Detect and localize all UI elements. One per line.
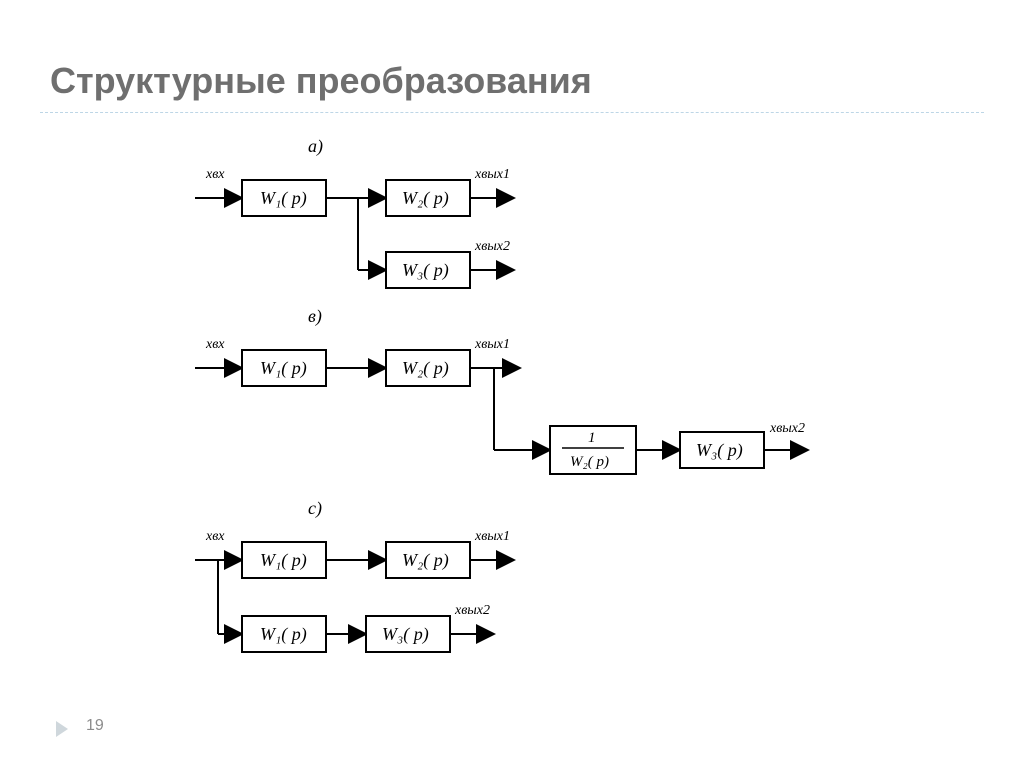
b-xout2: xвых2 [769, 421, 805, 436]
c-xin: xвх [205, 529, 225, 544]
slide-nav-chevron-icon[interactable] [56, 721, 68, 737]
c-xout2: xвых2 [454, 603, 490, 618]
diagram-a: a) xвх W₁( p) W₂( p) xвых1 W₃( p) xвых2 [195, 136, 512, 288]
part-a-label: a) [308, 136, 323, 157]
page-number: 19 [86, 717, 104, 735]
c-w2: W₂( p) [402, 550, 449, 571]
a-xout2: xвых2 [474, 239, 510, 254]
a-w2: W₂( p) [402, 188, 449, 209]
a-w1: W₁( p) [260, 188, 307, 209]
a-xin: xвх [205, 167, 225, 182]
c-w1a: W₁( p) [260, 550, 307, 571]
b-xout1: xвых1 [474, 337, 510, 352]
diagram-b: в) xвх W₁( p) W₂( p) xвых1 1 W₂( p) W₃( … [195, 306, 806, 474]
diagram-c: c) xвх W₁( p) W₂( p) xвых1 W₁( p) W₃( p)… [195, 498, 512, 652]
b-frac-den: W₂( p) [570, 454, 609, 470]
c-w1b: W₁( p) [260, 624, 307, 645]
a-w3: W₃( p) [402, 260, 449, 281]
b-frac-num: 1 [588, 430, 596, 446]
part-c-label: c) [308, 498, 322, 519]
a-xout1: xвых1 [474, 167, 510, 182]
part-b-label: в) [308, 306, 322, 327]
b-xin: xвх [205, 337, 225, 352]
diagrams-svg: a) xвх W₁( p) W₂( p) xвых1 W₃( p) xвых2 … [0, 0, 1024, 767]
c-w3: W₃( p) [382, 624, 429, 645]
c-xout1: xвых1 [474, 529, 510, 544]
b-w1: W₁( p) [260, 358, 307, 379]
b-w3: W₃( p) [696, 440, 743, 461]
b-w2: W₂( p) [402, 358, 449, 379]
